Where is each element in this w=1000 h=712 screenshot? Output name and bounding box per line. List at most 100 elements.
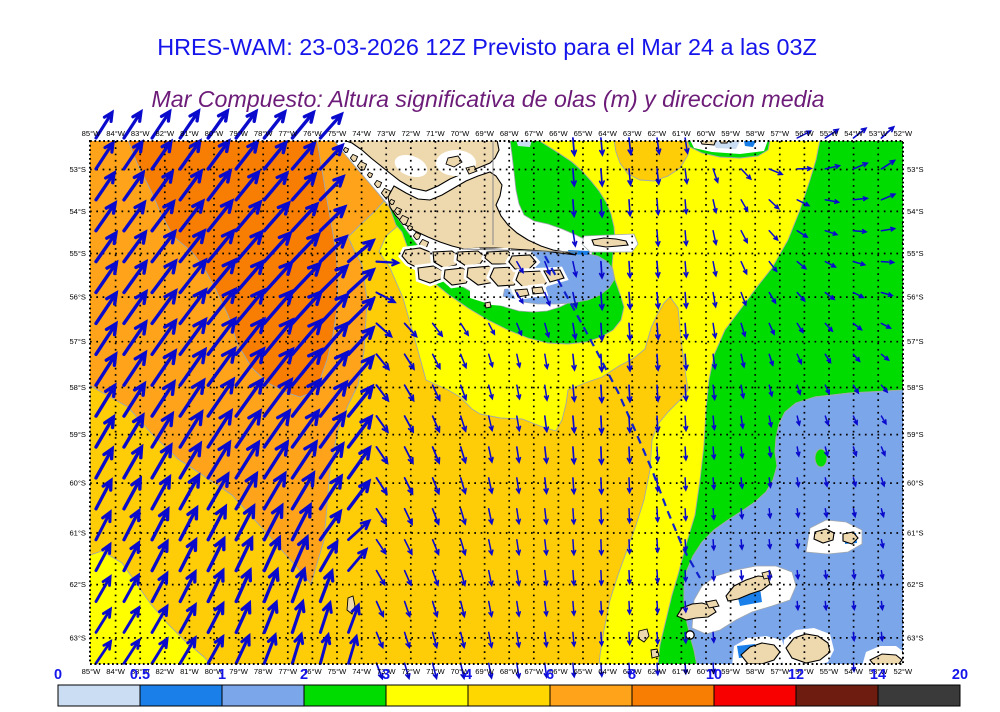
svg-text:56°S: 56°S [907,293,924,302]
svg-text:58°W: 58°W [746,129,765,138]
svg-text:62°S: 62°S [907,580,924,589]
svg-text:60°W: 60°W [697,129,716,138]
svg-text:56°W: 56°W [795,667,814,676]
svg-text:53°W: 53°W [869,667,888,676]
svg-text:4: 4 [464,667,472,683]
svg-text:73°W: 73°W [377,667,396,676]
svg-text:59°W: 59°W [721,667,740,676]
svg-text:56°W: 56°W [795,129,814,138]
svg-text:77°W: 77°W [278,667,297,676]
svg-text:14: 14 [870,667,886,683]
svg-text:71°W: 71°W [426,129,445,138]
svg-text:12: 12 [788,667,804,683]
svg-text:81°W: 81°W [180,667,199,676]
svg-text:67°W: 67°W [524,129,543,138]
svg-text:55°S: 55°S [907,249,924,258]
svg-text:76°W: 76°W [303,667,322,676]
svg-text:64°W: 64°W [598,129,617,138]
svg-text:62°W: 62°W [647,129,666,138]
svg-text:62°W: 62°W [647,667,666,676]
svg-text:79°W: 79°W [229,667,248,676]
svg-text:53°S: 53°S [69,165,86,174]
svg-text:61°S: 61°S [907,529,924,538]
svg-text:69°W: 69°W [475,129,494,138]
svg-text:1: 1 [218,667,226,683]
svg-text:63°W: 63°W [623,667,642,676]
svg-text:61°W: 61°W [672,667,691,676]
svg-text:74°W: 74°W [352,129,371,138]
svg-text:63°S: 63°S [69,633,86,642]
svg-text:62°S: 62°S [69,580,86,589]
svg-text:84°W: 84°W [106,667,125,676]
svg-text:53°S: 53°S [907,165,924,174]
svg-text:3: 3 [382,667,390,683]
svg-text:66°W: 66°W [549,667,568,676]
svg-text:57°W: 57°W [770,667,789,676]
svg-text:60°W: 60°W [697,667,716,676]
svg-text:52°W: 52°W [893,667,912,676]
svg-text:59°W: 59°W [721,129,740,138]
svg-text:82°W: 82°W [155,667,174,676]
svg-text:75°W: 75°W [328,667,347,676]
svg-text:58°S: 58°S [69,383,86,392]
svg-text:85°W: 85°W [82,667,101,676]
svg-text:60°S: 60°S [69,479,86,488]
svg-text:70°W: 70°W [451,667,470,676]
svg-text:63°W: 63°W [623,129,642,138]
svg-text:20: 20 [952,667,968,683]
svg-text:72°W: 72°W [401,667,420,676]
svg-text:59°S: 59°S [69,430,86,439]
svg-text:0.5: 0.5 [130,667,150,683]
svg-text:6: 6 [546,667,554,683]
svg-text:75°W: 75°W [328,129,347,138]
svg-text:55°S: 55°S [69,249,86,258]
svg-text:66°W: 66°W [549,129,568,138]
svg-text:79°W: 79°W [229,129,248,138]
svg-text:68°W: 68°W [500,129,519,138]
svg-text:72°W: 72°W [401,129,420,138]
svg-text:63°S: 63°S [907,633,924,642]
svg-text:58°W: 58°W [746,667,765,676]
svg-text:67°W: 67°W [524,667,543,676]
svg-text:65°W: 65°W [574,129,593,138]
svg-text:57°S: 57°S [69,337,86,346]
svg-text:55°W: 55°W [820,667,839,676]
svg-text:74°W: 74°W [352,667,371,676]
svg-text:60°S: 60°S [907,479,924,488]
svg-text:59°S: 59°S [907,430,924,439]
svg-text:56°S: 56°S [69,293,86,302]
svg-text:57°W: 57°W [770,129,789,138]
svg-text:53°W: 53°W [869,129,888,138]
svg-text:54°W: 54°W [844,667,863,676]
svg-text:84°W: 84°W [106,129,125,138]
svg-text:76°W: 76°W [303,129,322,138]
svg-text:65°W: 65°W [574,667,593,676]
svg-text:HRES-WAM: 23-03-2026 12Z Previ: HRES-WAM: 23-03-2026 12Z Previsto para e… [157,34,817,60]
svg-text:70°W: 70°W [451,129,470,138]
svg-text:8: 8 [628,667,636,683]
svg-text:58°S: 58°S [907,383,924,392]
svg-text:71°W: 71°W [426,667,445,676]
svg-text:54°S: 54°S [69,207,86,216]
svg-text:10: 10 [706,667,722,683]
svg-text:83°W: 83°W [131,129,150,138]
svg-text:80°W: 80°W [205,129,224,138]
svg-text:78°W: 78°W [254,667,273,676]
svg-text:Mar Compuesto: Altura signific: Mar Compuesto: Altura significativa de o… [151,86,824,112]
svg-text:64°W: 64°W [598,667,617,676]
svg-text:0: 0 [54,667,62,683]
svg-text:69°W: 69°W [475,667,494,676]
svg-text:54°W: 54°W [844,129,863,138]
svg-text:73°W: 73°W [377,129,396,138]
svg-text:57°S: 57°S [907,337,924,346]
svg-text:68°W: 68°W [500,667,519,676]
svg-text:54°S: 54°S [907,207,924,216]
svg-text:85°W: 85°W [82,129,101,138]
svg-text:81°W: 81°W [180,129,199,138]
svg-text:61°S: 61°S [69,529,86,538]
svg-text:77°W: 77°W [278,129,297,138]
svg-text:61°W: 61°W [672,129,691,138]
svg-text:52°W: 52°W [893,129,912,138]
svg-text:55°W: 55°W [820,129,839,138]
svg-text:78°W: 78°W [254,129,273,138]
